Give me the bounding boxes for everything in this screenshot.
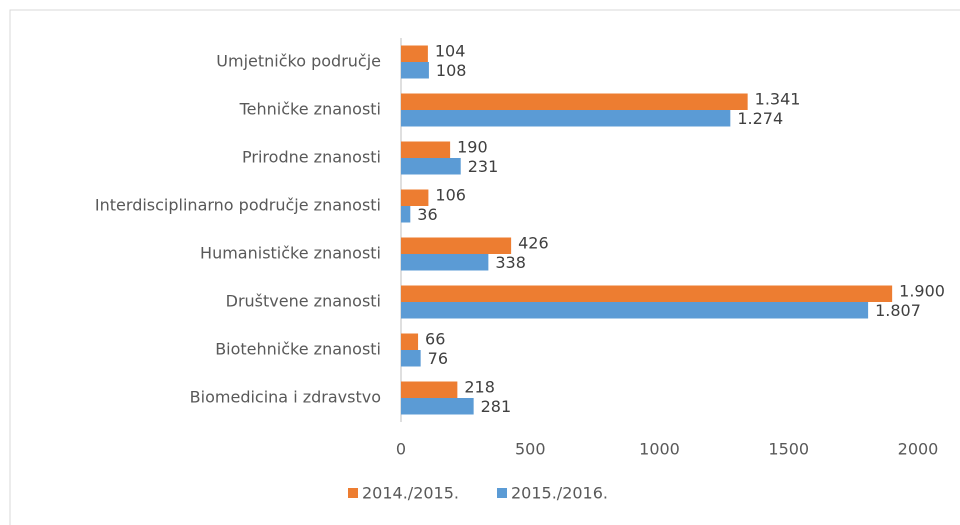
value-label: 426 xyxy=(518,233,549,252)
y-tick-label: Društvene znanosti xyxy=(226,292,381,311)
bar xyxy=(401,237,512,254)
legend-swatch xyxy=(497,488,507,498)
bar xyxy=(401,285,893,302)
bar xyxy=(401,93,748,110)
bar xyxy=(401,302,869,319)
value-label: 1.341 xyxy=(755,89,801,108)
bar xyxy=(401,350,421,367)
value-label: 36 xyxy=(417,205,437,224)
y-tick-label: Humanističke znanosti xyxy=(200,244,381,263)
x-tick-label: 500 xyxy=(515,440,546,459)
value-label: 108 xyxy=(436,61,467,80)
bar xyxy=(401,206,411,223)
legend-label: 2015./2016. xyxy=(511,484,608,503)
value-label: 66 xyxy=(425,329,445,348)
value-label: 1.807 xyxy=(875,301,921,320)
chart-frame xyxy=(9,9,960,525)
bar xyxy=(401,62,429,79)
bar xyxy=(401,189,429,206)
value-label: 1.274 xyxy=(737,109,783,128)
bar xyxy=(401,45,428,62)
y-tick-label: Interdisciplinarno područje znanosti xyxy=(95,196,381,215)
value-label: 338 xyxy=(495,253,526,272)
bar xyxy=(401,381,458,398)
bar xyxy=(401,141,451,158)
bar xyxy=(401,158,461,175)
value-label: 1.900 xyxy=(899,281,945,300)
y-tick-label: Prirodne znanosti xyxy=(242,148,381,167)
x-tick-label: 1500 xyxy=(768,440,809,459)
value-label: 104 xyxy=(435,41,466,60)
y-tick-label: Biomedicina i zdravstvo xyxy=(190,388,381,407)
x-tick-label: 2000 xyxy=(898,440,939,459)
legend-label: 2014./2015. xyxy=(362,484,459,503)
y-tick-label: Biotehničke znanosti xyxy=(215,340,381,359)
y-tick-label: Tehničke znanosti xyxy=(239,100,381,119)
bar xyxy=(401,110,731,127)
x-tick-label: 0 xyxy=(396,440,406,459)
bar xyxy=(401,254,489,271)
y-tick-label: Umjetničko područje xyxy=(216,52,381,71)
value-label: 106 xyxy=(435,185,466,204)
value-label: 190 xyxy=(457,137,488,156)
bar xyxy=(401,333,419,350)
value-label: 281 xyxy=(481,397,512,416)
x-tick-label: 1000 xyxy=(639,440,680,459)
value-label: 218 xyxy=(464,377,495,396)
value-label: 76 xyxy=(428,349,448,368)
legend-swatch xyxy=(348,488,358,498)
bar xyxy=(401,398,474,415)
value-label: 231 xyxy=(468,157,499,176)
